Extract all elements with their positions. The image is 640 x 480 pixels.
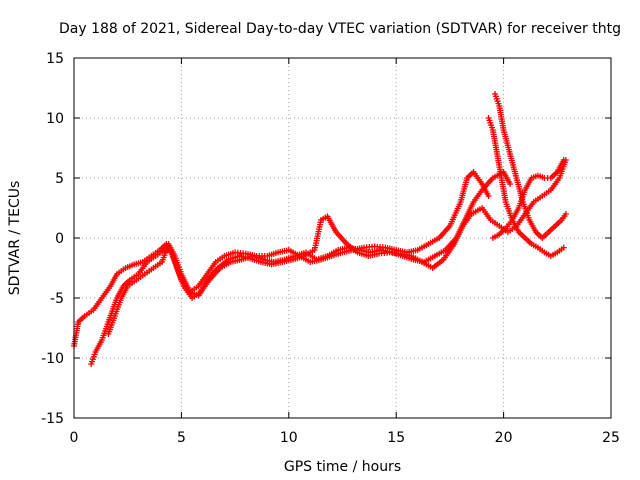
y-axis-label: SDTVAR / TECUs bbox=[7, 181, 23, 296]
series-track-f bbox=[489, 157, 567, 241]
x-tick-label: 25 bbox=[602, 430, 620, 446]
data-point bbox=[507, 181, 514, 187]
y-tick-label: -10 bbox=[41, 351, 64, 367]
data-point bbox=[560, 244, 567, 251]
data-point bbox=[560, 157, 567, 163]
series-track-e bbox=[492, 91, 569, 241]
y-tick-label: 15 bbox=[46, 51, 64, 67]
x-axis-label: GPS time / hours bbox=[284, 459, 401, 475]
data-point bbox=[485, 193, 492, 199]
x-tick-label: 10 bbox=[280, 430, 298, 446]
y-tick-label: -15 bbox=[41, 411, 64, 427]
chart-title: Day 188 of 2021, Sidereal Day-to-day VTE… bbox=[59, 21, 621, 37]
y-tick-label: 10 bbox=[46, 111, 64, 127]
x-tick-label: 20 bbox=[495, 430, 513, 446]
data-point bbox=[562, 211, 569, 217]
y-tick-label: 0 bbox=[55, 231, 64, 247]
y-tick-label: 5 bbox=[55, 171, 64, 187]
x-tick-label: 15 bbox=[387, 430, 405, 446]
series-track-c bbox=[105, 157, 569, 337]
series-track-d bbox=[485, 115, 567, 259]
y-tick-label: -5 bbox=[50, 291, 64, 307]
data-points bbox=[71, 91, 569, 367]
x-tick-label: 0 bbox=[70, 430, 79, 446]
x-tick-label: 5 bbox=[177, 430, 186, 446]
axes: 0 5 10 15 20 25 -15 -10 -5 0 5 10 15 bbox=[41, 51, 620, 446]
